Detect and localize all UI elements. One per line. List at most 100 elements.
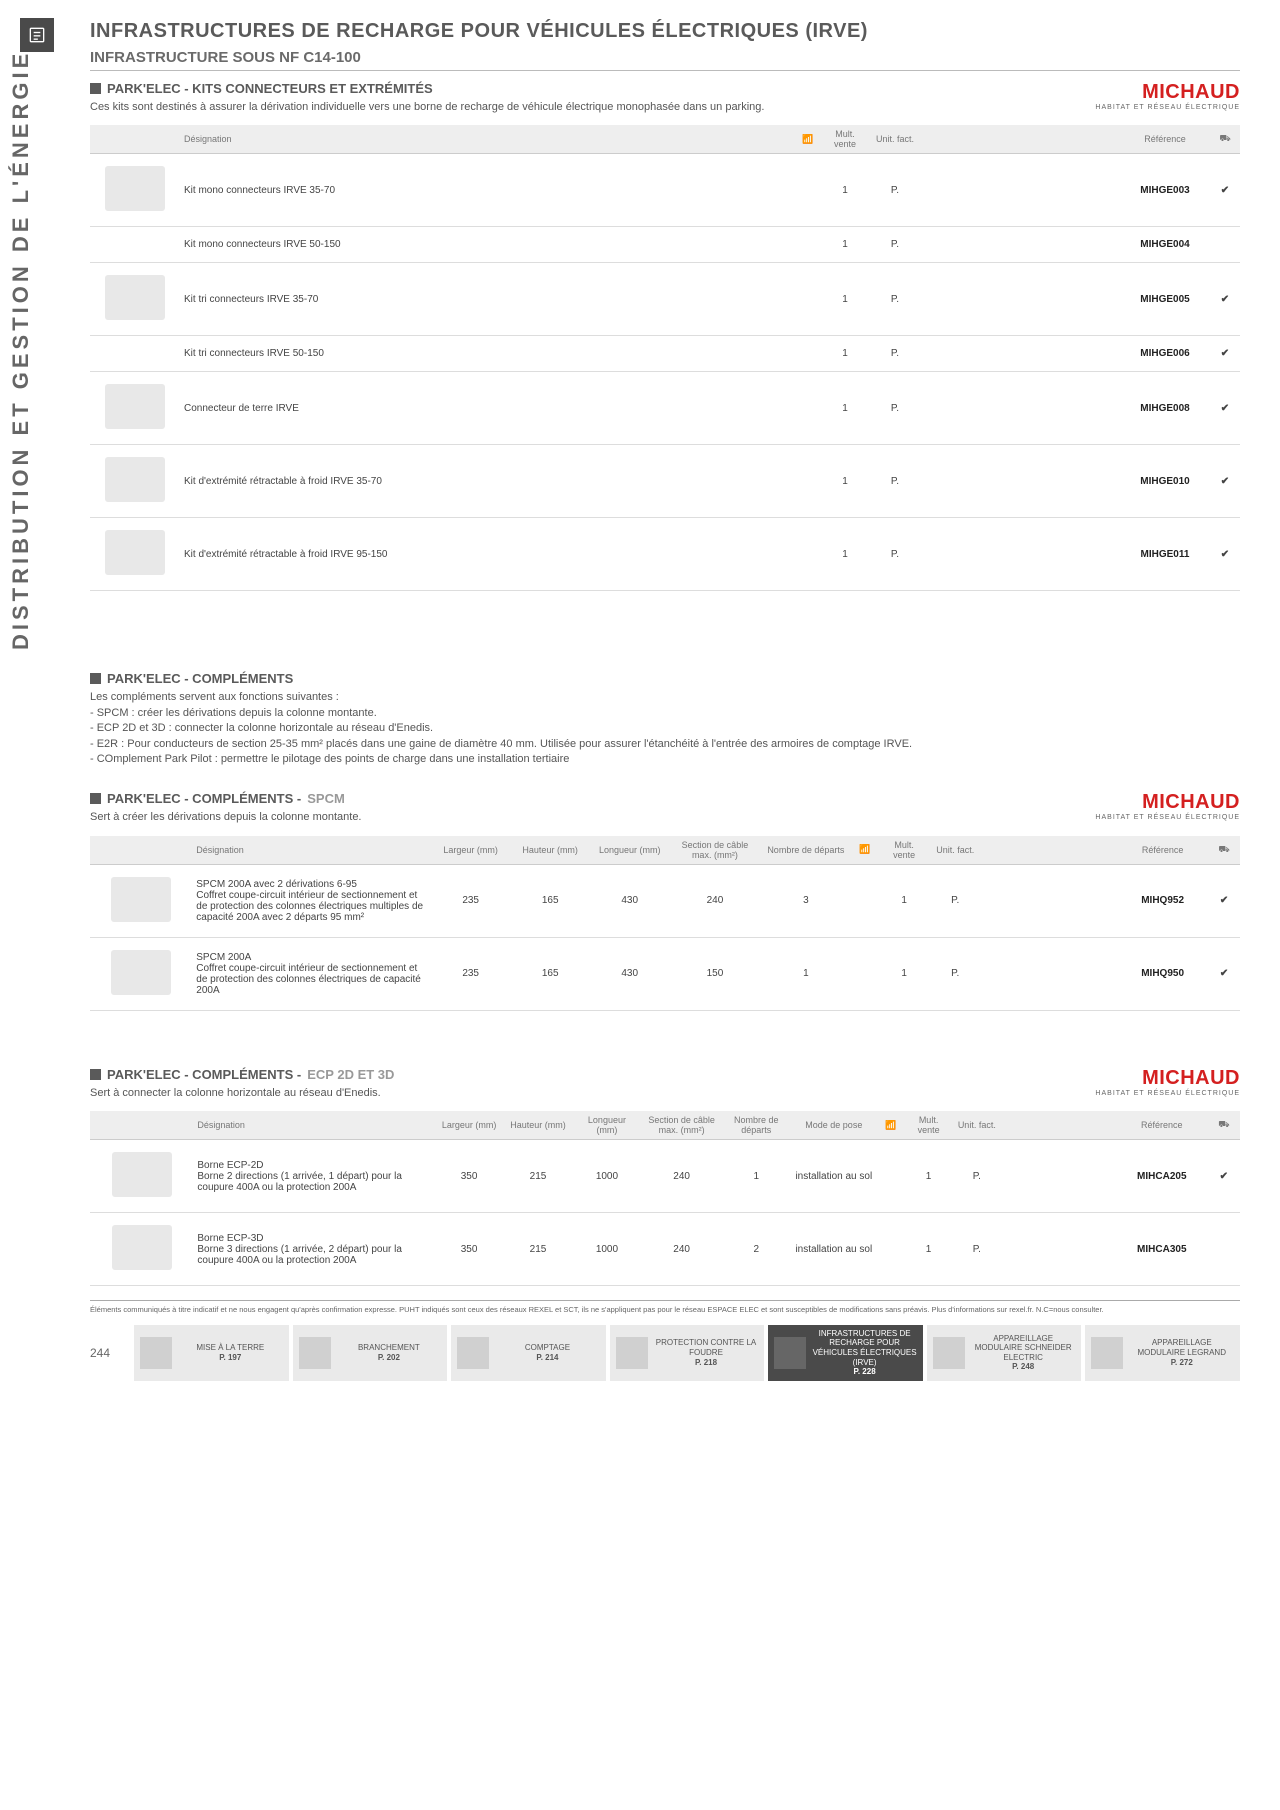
- section4-intro: Sert à connecter la colonne horizontale …: [90, 1086, 1095, 1101]
- cell-departs: 2: [722, 1213, 791, 1286]
- cell-stock: ✔: [1210, 445, 1240, 518]
- cell-designation: SPCM 200A avec 2 dérivations 6-95 Coffre…: [192, 864, 431, 937]
- col-largeur: Largeur (mm): [435, 1111, 504, 1140]
- col-departs: Nombre de départs: [722, 1111, 791, 1140]
- cell-designation: SPCM 200A Coffret coupe-circuit intérieu…: [192, 937, 431, 1010]
- col-longueur: Longueur (mm): [572, 1111, 641, 1140]
- cell-reference: MIHQ952: [1117, 864, 1208, 937]
- cell-reference: MIHGE010: [1120, 445, 1210, 518]
- stock-icon: ⛟: [1208, 1111, 1240, 1140]
- col-reference: Référence: [1120, 125, 1210, 154]
- cell-reference: MIHQ950: [1117, 937, 1208, 1010]
- product-thumb: [105, 166, 165, 211]
- cell-largeur: 350: [435, 1213, 504, 1286]
- cell-departs: 3: [760, 864, 851, 937]
- nav-thumb: [933, 1337, 965, 1369]
- cell-longueur: 430: [590, 937, 670, 1010]
- nav-page: P. 272: [1129, 1358, 1234, 1368]
- cell-mult: 1: [820, 445, 870, 518]
- cell-mult: 1: [904, 1213, 952, 1286]
- cell-reference: MIHGE008: [1120, 372, 1210, 445]
- nav-label: PROTECTION CONTRE LA FOUDRE: [654, 1338, 759, 1357]
- cell-mult: 1: [820, 263, 870, 336]
- nav-page: P. 197: [178, 1353, 283, 1363]
- nav-card[interactable]: BRANCHEMENTP. 202: [293, 1325, 448, 1381]
- cell-mult: 1: [820, 372, 870, 445]
- nav-card[interactable]: PROTECTION CONTRE LA FOUDREP. 218: [610, 1325, 765, 1381]
- nav-page: P. 228: [812, 1367, 917, 1377]
- nav-card[interactable]: COMPTAGEP. 214: [451, 1325, 606, 1381]
- cell-hauteur: 165: [510, 864, 590, 937]
- cell-hauteur: 215: [504, 1213, 573, 1286]
- col-largeur: Largeur (mm): [431, 836, 511, 865]
- cell-unit: P.: [870, 154, 920, 227]
- nav-card[interactable]: MISE À LA TERREP. 197: [134, 1325, 289, 1381]
- wifi-icon: 📶: [851, 836, 878, 865]
- section4-table: Désignation Largeur (mm) Hauteur (mm) Lo…: [90, 1111, 1240, 1286]
- cell-longueur: 1000: [572, 1213, 641, 1286]
- col-hauteur: Hauteur (mm): [510, 836, 590, 865]
- cell-mode: installation au sol: [791, 1213, 877, 1286]
- nav-page: P. 218: [654, 1358, 759, 1368]
- table-row: Borne ECP-3D Borne 3 directions (1 arriv…: [90, 1213, 1240, 1286]
- cell-section: 240: [641, 1213, 721, 1286]
- cell-unit: P.: [870, 336, 920, 372]
- nav-label: APPAREILLAGE MODULAIRE SCHNEIDER ELECTRI…: [971, 1334, 1076, 1363]
- nav-label: BRANCHEMENT: [337, 1343, 442, 1353]
- cell-largeur: 235: [431, 937, 511, 1010]
- cell-stock: ✔: [1210, 263, 1240, 336]
- cell-stock: ✔: [1210, 154, 1240, 227]
- cell-designation: Kit d'extrémité rétractable à froid IRVE…: [180, 518, 796, 591]
- cell-mult: 1: [820, 227, 870, 263]
- nav-thumb: [140, 1337, 172, 1369]
- cell-section: 150: [669, 937, 760, 1010]
- section4-title: PARK'ELEC - COMPLÉMENTS - ECP 2D ET 3D: [90, 1067, 1095, 1082]
- cell-reference: MIHGE004: [1120, 227, 1210, 263]
- brand-name: MICHAUD: [1095, 81, 1240, 104]
- page-subtitle: INFRASTRUCTURE SOUS NF C14-100: [90, 49, 1240, 71]
- col-hauteur: Hauteur (mm): [504, 1111, 573, 1140]
- cell-unit: P.: [870, 372, 920, 445]
- wifi-icon: 📶: [796, 125, 820, 154]
- nav-card[interactable]: APPAREILLAGE MODULAIRE SCHNEIDER ELECTRI…: [927, 1325, 1082, 1381]
- cell-unit: P.: [870, 263, 920, 336]
- nav-thumb: [1091, 1337, 1123, 1369]
- nav-card[interactable]: APPAREILLAGE MODULAIRE LEGRANDP. 272: [1085, 1325, 1240, 1381]
- section1-title: PARK'ELEC - KITS CONNECTEURS ET EXTRÉMIT…: [90, 81, 1095, 96]
- cell-reference: MIHCA205: [1116, 1140, 1208, 1213]
- cell-designation: Kit mono connecteurs IRVE 35-70: [180, 154, 796, 227]
- cell-reference: MIHCA305: [1116, 1213, 1208, 1286]
- wifi-icon: 📶: [877, 1111, 905, 1140]
- table-row: Kit d'extrémité rétractable à froid IRVE…: [90, 445, 1240, 518]
- cell-mult: 1: [904, 1140, 952, 1213]
- product-thumb: [111, 877, 171, 922]
- nav-label: APPAREILLAGE MODULAIRE LEGRAND: [1129, 1338, 1234, 1357]
- section3-table: Désignation Largeur (mm) Hauteur (mm) Lo…: [90, 836, 1240, 1011]
- nav-card[interactable]: INFRASTRUCTURES DE RECHARGE POUR VÉHICUL…: [768, 1325, 923, 1381]
- cell-mult: 1: [879, 937, 930, 1010]
- cell-reference: MIHGE006: [1120, 336, 1210, 372]
- brand-logo: MICHAUD HABITAT ET RÉSEAU ÉLECTRIQUE: [1095, 791, 1240, 821]
- cell-stock: [1208, 1213, 1240, 1286]
- cell-section: 240: [641, 1140, 721, 1213]
- cell-stock: ✔: [1208, 1140, 1240, 1213]
- table-row: Kit mono connecteurs IRVE 50-1501P.MIHGE…: [90, 227, 1240, 263]
- cell-reference: MIHGE005: [1120, 263, 1210, 336]
- col-mult: Mult. vente: [879, 836, 930, 865]
- page-title: INFRASTRUCTURES DE RECHARGE POUR VÉHICUL…: [90, 20, 1240, 43]
- cell-mult: 1: [820, 518, 870, 591]
- section1-intro: Ces kits sont destinés à assurer la déri…: [90, 100, 1095, 115]
- table-row: Kit tri connecteurs IRVE 50-1501P.MIHGE0…: [90, 336, 1240, 372]
- product-thumb: [112, 1225, 172, 1270]
- cell-unit: P.: [953, 1213, 1001, 1286]
- page-number: 244: [90, 1346, 130, 1360]
- col-reference: Référence: [1116, 1111, 1208, 1140]
- cell-unit: P.: [953, 1140, 1001, 1213]
- cell-designation: Kit mono connecteurs IRVE 50-150: [180, 227, 796, 263]
- cell-mode: installation au sol: [791, 1140, 877, 1213]
- cell-largeur: 235: [431, 864, 511, 937]
- section3-intro: Sert à créer les dérivations depuis la c…: [90, 810, 1095, 825]
- product-thumb: [112, 1152, 172, 1197]
- cell-unit: P.: [930, 864, 981, 937]
- cell-longueur: 1000: [572, 1140, 641, 1213]
